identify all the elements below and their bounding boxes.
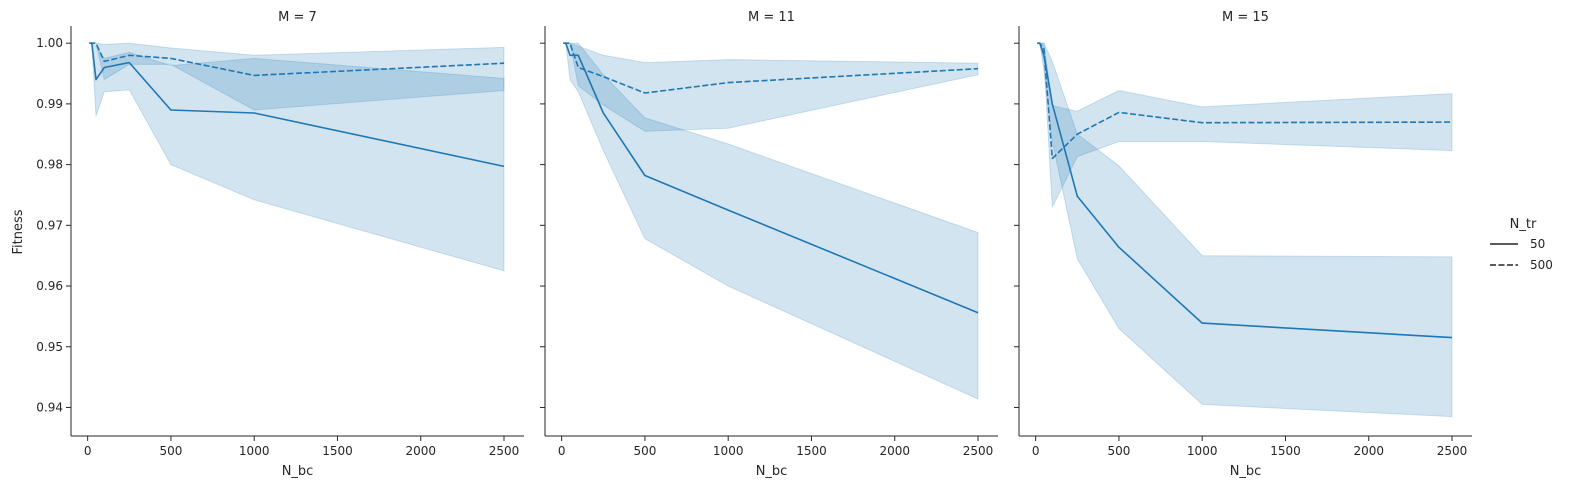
y-tick-label: 0.99: [36, 97, 63, 111]
x-tick-label: 1000: [713, 444, 744, 458]
ci-band-solid: [563, 42, 979, 400]
x-tick-label: 2000: [879, 444, 910, 458]
x-tick-label: 500: [159, 444, 182, 458]
x-axis-label: N_bc: [282, 464, 314, 479]
x-tick-label: 500: [1107, 444, 1130, 458]
series-line-solid: [89, 42, 505, 168]
series-line-dashed: [563, 42, 979, 94]
x-tick-label: 2500: [963, 444, 994, 458]
y-tick-label: 0.95: [36, 340, 63, 354]
panel-title: M = 11: [748, 10, 795, 25]
legend-label: 50: [1530, 237, 1545, 251]
y-axis-label: Fitness: [11, 209, 26, 254]
x-axis-label: N_bc: [756, 464, 788, 479]
series-line-dashed: [89, 42, 505, 77]
ci-band-solid: [89, 42, 505, 272]
x-tick-label: 2500: [489, 444, 520, 458]
y-tick-label: 1.00: [36, 36, 63, 50]
series-line-solid: [563, 42, 979, 314]
y-tick-label: 0.96: [36, 279, 63, 293]
x-axis-label: N_bc: [1230, 464, 1262, 479]
panel-title: M = 15: [1222, 10, 1269, 25]
x-tick-label: 1500: [796, 444, 827, 458]
panel-title: M = 7: [278, 10, 317, 25]
series-line-dashed: [1037, 42, 1453, 160]
y-tick-label: 0.94: [36, 400, 63, 414]
x-tick-label: 2000: [1353, 444, 1384, 458]
x-tick-label: 2000: [405, 444, 436, 458]
x-tick-label: 1000: [239, 444, 270, 458]
x-tick-label: 0: [558, 444, 566, 458]
legend-label: 500: [1530, 258, 1553, 272]
x-tick-label: 1500: [1270, 444, 1301, 458]
x-tick-label: 0: [1032, 444, 1040, 458]
ci-band-dashed: [1037, 42, 1453, 210]
x-tick-label: 1000: [1187, 444, 1218, 458]
y-tick-label: 0.98: [36, 158, 63, 172]
legend-title: N_tr: [1510, 217, 1537, 232]
ci-band-dashed: [89, 42, 505, 111]
x-tick-label: 0: [84, 444, 92, 458]
ci-band-dashed: [563, 42, 979, 132]
x-tick-label: 500: [633, 444, 656, 458]
ci-band-solid: [1037, 42, 1453, 418]
x-tick-label: 1500: [322, 444, 353, 458]
x-tick-label: 2500: [1437, 444, 1468, 458]
y-tick-label: 0.97: [36, 218, 63, 232]
